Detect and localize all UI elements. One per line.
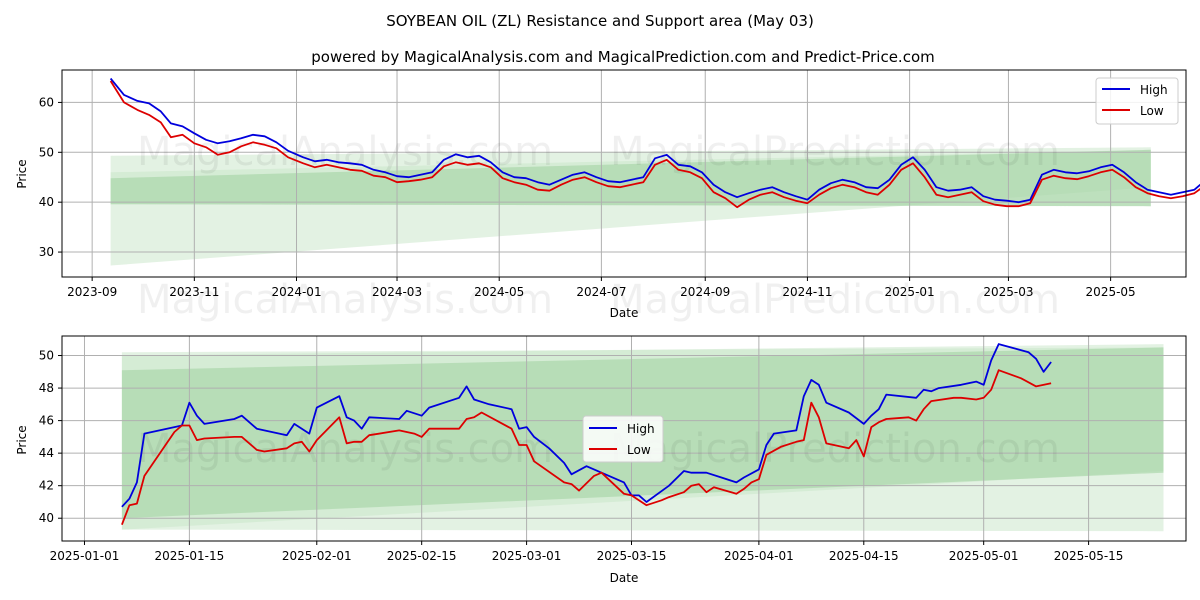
series-line-high [109, 77, 1200, 204]
bottom-x-axis-label: Date [610, 571, 639, 585]
top-series-lines [109, 77, 1200, 209]
top-plot-frame [61, 69, 1187, 278]
x-tick-label: 2025-05 [1086, 285, 1136, 299]
top-watermark-right: MagicalPrediction.com [610, 129, 1060, 175]
x-tick-label: 2024-01 [271, 285, 321, 299]
band-2 [110, 149, 1151, 207]
x-tick-label: 2023-11 [169, 285, 219, 299]
mid-watermark-right: MagicalPrediction.com [610, 277, 1060, 323]
y-tick-label: 48 [39, 381, 54, 395]
x-tick-label: 2025-03 [983, 285, 1033, 299]
y-tick-label: 40 [39, 195, 54, 209]
series-line-low [121, 369, 1052, 526]
x-tick-label: 2025-01 [885, 285, 935, 299]
top-watermark-left: MagicalAnalysis.com [137, 129, 553, 175]
y-tick-label: 42 [39, 479, 54, 493]
x-tick-label: 2024-05 [474, 285, 524, 299]
bottom-x-axis-ticks: 2025-01-01 2025-01-15 2025-02-01 2025-02-15… [50, 541, 1124, 563]
y-tick-label: 60 [39, 95, 54, 109]
x-tick-label: 2025-03-15 [597, 549, 667, 563]
y-tick-label: 50 [39, 349, 54, 363]
chart-subtitle: powered by MagicalAnalysis.com and Magic… [311, 48, 935, 66]
bottom-plot-frame [61, 335, 1187, 542]
top-y-axis-label: Price [15, 159, 29, 188]
x-tick-label: 2024-11 [782, 285, 832, 299]
x-tick-label: 2023-09 [67, 285, 117, 299]
y-tick-label: 46 [39, 414, 54, 428]
x-tick-label: 2024-03 [372, 285, 422, 299]
y-tick-label: 50 [39, 145, 54, 159]
top-x-axis-ticks: 2023-09 2023-11 2024-01 2024-03 2024-05 2024-… [67, 277, 1136, 299]
top-x-axis-label: Date [610, 306, 639, 320]
top-legend-low-label: Low [1140, 104, 1164, 118]
bottom-series-lines [121, 343, 1052, 526]
mid-watermark-left: MagicalAnalysis.com [137, 277, 553, 323]
x-tick-label: 2025-03-01 [492, 549, 562, 563]
bottom-y-axis-label: Price [15, 425, 29, 454]
y-tick-label: 40 [39, 511, 54, 525]
bottom-legend-low-label: Low [627, 443, 651, 457]
bottom-watermark-left: MagicalAnalysis.com [137, 426, 553, 472]
top-price-chart: MagicalAnalysis.com MagicalPrediction.co… [15, 69, 1200, 323]
chart-title: SOYBEAN OIL (ZL) Resistance and Support … [386, 12, 814, 30]
bottom-watermark-right: MagicalPrediction.com [610, 426, 1060, 472]
y-tick-label: 30 [39, 245, 54, 259]
x-tick-label: 2024-07 [576, 285, 626, 299]
y-tick-label: 44 [39, 446, 54, 460]
x-tick-label: 2025-02-15 [387, 549, 457, 563]
bottom-price-chart: MagicalAnalysis.com MagicalPrediction.co… [15, 335, 1187, 585]
bottom-legend-high-label: High [627, 422, 655, 436]
top-legend: High Low [1095, 77, 1179, 125]
x-tick-label: 2024-09 [680, 285, 730, 299]
series-line-low [109, 80, 1200, 209]
x-tick-label: 2025-04-01 [724, 549, 794, 563]
x-tick-label: 2025-05-01 [949, 549, 1019, 563]
bottom-y-axis-ticks: 40 42 44 46 48 50 [39, 349, 62, 525]
x-tick-label: 2025-02-01 [282, 549, 352, 563]
bottom-legend: High Low [582, 415, 664, 463]
x-tick-label: 2025-04-15 [829, 549, 899, 563]
top-y-axis-ticks: 30 40 50 60 [39, 95, 62, 259]
top-legend-high-label: High [1140, 83, 1168, 97]
x-tick-label: 2025-01-01 [50, 549, 120, 563]
x-tick-label: 2025-01-15 [155, 549, 225, 563]
x-tick-label: 2025-05-15 [1054, 549, 1124, 563]
